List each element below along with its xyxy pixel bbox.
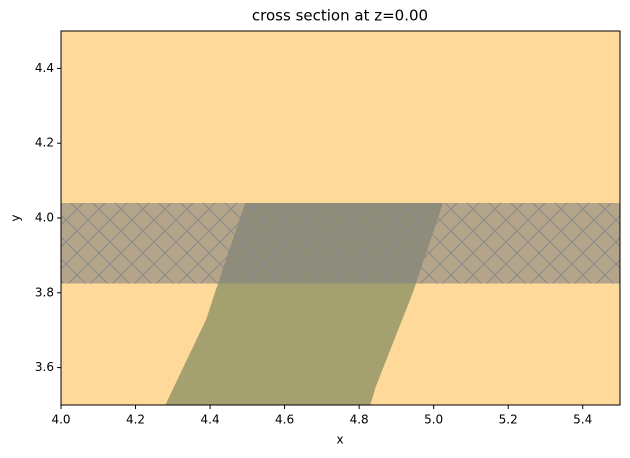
x-tick-label: 4.8 (350, 413, 369, 427)
x-tick-label: 5.2 (499, 413, 518, 427)
chart-title: cross section at z=0.00 (252, 7, 428, 25)
shape-hatch (61, 203, 620, 284)
y-axis-label: y (9, 214, 23, 221)
x-tick-label: 5.4 (573, 413, 592, 427)
x-axis-label: x (336, 433, 343, 447)
y-tick-label: 3.8 (35, 285, 54, 299)
x-tick-label: 4.6 (275, 413, 294, 427)
x-tick-label: 4.2 (126, 413, 145, 427)
x-tick-label: 4.4 (201, 413, 220, 427)
y-tick-label: 3.6 (35, 360, 54, 374)
x-tick-label: 4.0 (51, 413, 70, 427)
y-tick-label: 4.0 (35, 211, 54, 225)
y-tick-label: 4.2 (35, 136, 54, 150)
shapes (61, 203, 620, 405)
y-tick-label: 4.4 (35, 61, 54, 75)
x-tick-label: 5.0 (424, 413, 443, 427)
